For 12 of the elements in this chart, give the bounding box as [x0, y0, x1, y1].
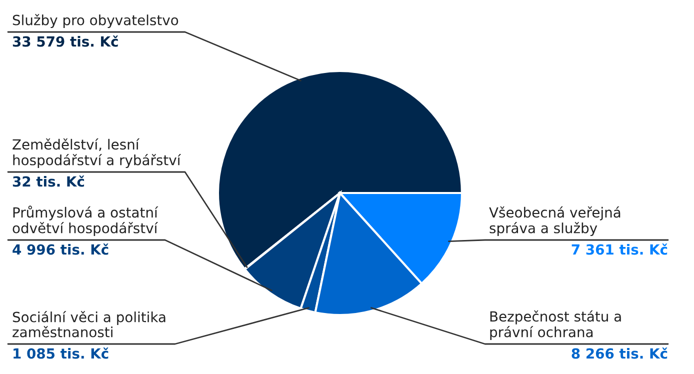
data-label: 4 996 tis. Kč	[12, 243, 108, 255]
slice-label: Služby pro obyvatelstvo	[12, 14, 178, 28]
slice-label: Bezpečnost státu a právní ochrana	[490, 310, 621, 340]
data-label: 32 tis. Kč	[12, 175, 84, 187]
slice-label: Všeobecná veřejná správa a služby	[489, 206, 620, 236]
slice-label: Průmyslová a ostatní odvětví hospodářství	[12, 206, 158, 236]
data-label: 1 085 tis. Kč	[14, 347, 108, 359]
data-label: 33 579 tis. Kč	[12, 35, 118, 47]
slice-label: Sociální věci a politika zaměstnanosti	[12, 310, 166, 338]
data-label: 7 361 tis. Kč	[572, 243, 668, 255]
data-label: 8 266 tis. Kč	[572, 347, 668, 359]
slice-label: Zemědělství, lesní hospodářství a rybářství	[12, 138, 182, 168]
